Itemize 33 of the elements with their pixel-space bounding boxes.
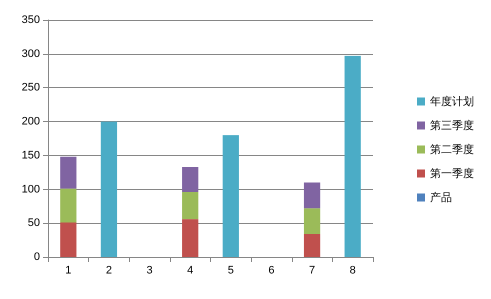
bar bbox=[60, 188, 76, 222]
x-tick-label: 8 bbox=[350, 264, 356, 276]
y-tick-label: 350 bbox=[22, 14, 40, 26]
legend-label: 第一季度 bbox=[430, 167, 474, 180]
y-tick-label: 300 bbox=[22, 48, 40, 60]
legend-label: 第二季度 bbox=[430, 143, 474, 156]
bar bbox=[222, 135, 239, 257]
bar bbox=[60, 156, 76, 189]
y-tick-label: 150 bbox=[22, 149, 40, 162]
legend-label: 年度计划 bbox=[430, 95, 474, 108]
x-tick-label: 4 bbox=[187, 264, 194, 276]
x-tick-label: 5 bbox=[228, 264, 234, 276]
bar bbox=[304, 234, 320, 257]
y-tick-label: 0 bbox=[34, 251, 40, 263]
legend-label: 产品 bbox=[430, 191, 452, 204]
bar bbox=[60, 222, 76, 257]
bar bbox=[304, 208, 320, 234]
y-tick-label: 100 bbox=[22, 183, 40, 196]
y-tick-label: 200 bbox=[22, 116, 40, 128]
y-tick-label: 50 bbox=[28, 217, 40, 230]
bar bbox=[182, 166, 198, 192]
legend-label: 第三季度 bbox=[430, 119, 474, 132]
x-tick-label: 6 bbox=[268, 264, 274, 276]
x-tick-label: 3 bbox=[146, 264, 153, 276]
x-tick-label: 7 bbox=[309, 264, 316, 276]
bar bbox=[182, 192, 198, 220]
bar bbox=[182, 219, 198, 257]
bar bbox=[100, 122, 118, 257]
bar bbox=[304, 182, 320, 208]
x-tick-label: 2 bbox=[106, 264, 112, 276]
x-tick-label: 1 bbox=[65, 264, 72, 276]
bar bbox=[344, 56, 361, 257]
y-tick-label: 250 bbox=[22, 82, 40, 94]
